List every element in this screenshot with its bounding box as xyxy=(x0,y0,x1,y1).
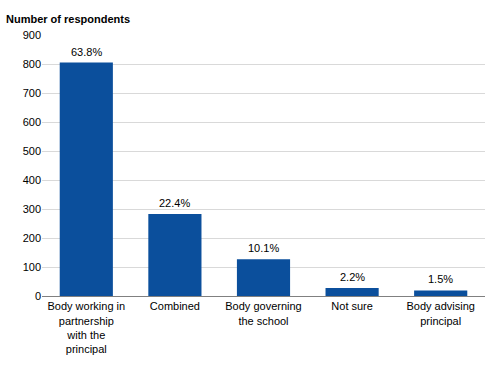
svg-text:900: 900 xyxy=(23,29,41,41)
svg-text:500: 500 xyxy=(23,145,41,157)
svg-text:100: 100 xyxy=(23,261,41,273)
svg-text:700: 700 xyxy=(23,87,41,99)
svg-text:2.2%: 2.2% xyxy=(340,271,365,283)
svg-text:Not sure: Not sure xyxy=(331,300,373,312)
svg-text:10.1%: 10.1% xyxy=(248,242,279,254)
svg-text:Body governingthe school: Body governingthe school xyxy=(225,300,301,326)
svg-text:22.4%: 22.4% xyxy=(159,197,190,209)
svg-text:1.5%: 1.5% xyxy=(428,273,453,285)
svg-text:0: 0 xyxy=(35,290,41,302)
svg-text:63.8%: 63.8% xyxy=(71,46,102,58)
svg-text:Body advisingprincipal: Body advisingprincipal xyxy=(406,300,475,326)
svg-text:Number of respondents: Number of respondents xyxy=(6,13,130,25)
svg-text:Combined: Combined xyxy=(150,300,200,312)
svg-text:200: 200 xyxy=(23,232,41,244)
svg-text:300: 300 xyxy=(23,203,41,215)
svg-text:400: 400 xyxy=(23,174,41,186)
svg-text:800: 800 xyxy=(23,58,41,70)
svg-text:600: 600 xyxy=(23,116,41,128)
svg-text:Body working inpartnershipwith: Body working inpartnershipwith theprinci… xyxy=(47,300,125,355)
